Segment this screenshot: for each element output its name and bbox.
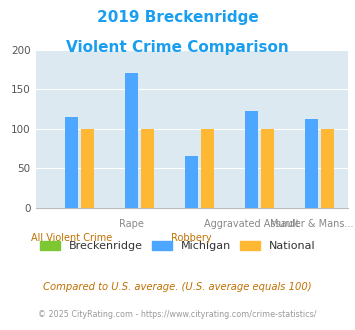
Text: Aggravated Assault: Aggravated Assault xyxy=(204,219,300,229)
Text: 2019 Breckenridge: 2019 Breckenridge xyxy=(97,10,258,25)
Text: Rape: Rape xyxy=(119,219,144,229)
Legend: Breckenridge, Michigan, National: Breckenridge, Michigan, National xyxy=(36,237,320,256)
Bar xyxy=(261,129,274,208)
Text: Murder & Mans...: Murder & Mans... xyxy=(270,219,354,229)
Text: Violent Crime Comparison: Violent Crime Comparison xyxy=(66,40,289,54)
Text: Compared to U.S. average. (U.S. average equals 100): Compared to U.S. average. (U.S. average … xyxy=(43,282,312,292)
Bar xyxy=(185,156,198,208)
Bar xyxy=(81,129,94,208)
Bar xyxy=(141,129,154,208)
Text: Robbery: Robbery xyxy=(171,233,212,243)
Bar xyxy=(125,73,138,208)
Text: © 2025 CityRating.com - https://www.cityrating.com/crime-statistics/: © 2025 CityRating.com - https://www.city… xyxy=(38,310,317,319)
Bar xyxy=(65,117,78,208)
Bar xyxy=(305,119,318,208)
Bar xyxy=(321,129,334,208)
Bar xyxy=(201,129,214,208)
Bar xyxy=(245,111,258,208)
Text: All Violent Crime: All Violent Crime xyxy=(31,233,112,243)
